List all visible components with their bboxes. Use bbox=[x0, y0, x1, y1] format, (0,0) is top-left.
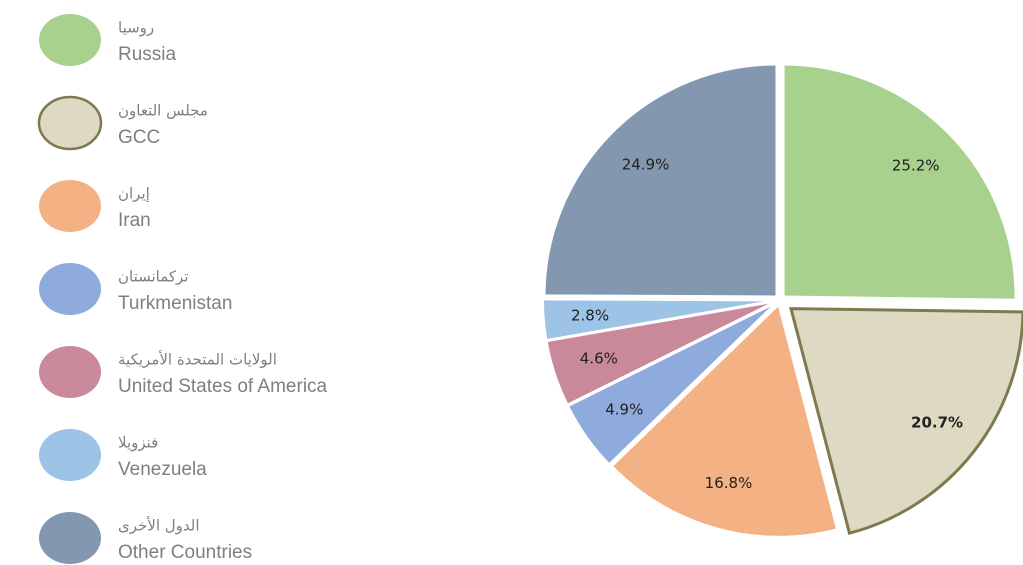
data-label: 2.8% bbox=[571, 306, 609, 324]
legend-label: Russia bbox=[118, 44, 177, 65]
legend-label-ar: تركمانستان bbox=[118, 268, 189, 286]
pie-slice bbox=[542, 298, 776, 342]
legend-label: Turkmenistan bbox=[118, 293, 232, 314]
legend-label: United States of America bbox=[118, 376, 328, 397]
data-label: 20.7% bbox=[911, 414, 963, 432]
data-label: 16.8% bbox=[705, 474, 753, 492]
legend-swatch bbox=[39, 14, 101, 66]
data-label: 4.6% bbox=[580, 350, 618, 368]
pie-slice bbox=[610, 302, 839, 538]
legend-label: Venezuela bbox=[118, 459, 207, 480]
data-label: 25.2% bbox=[892, 157, 940, 175]
pie-slice bbox=[789, 307, 1023, 535]
legend-label-ar: مجلس التعاون bbox=[118, 102, 208, 120]
legend-swatch bbox=[39, 512, 101, 564]
data-label: 24.9% bbox=[622, 155, 670, 173]
legend-swatch bbox=[37, 95, 103, 151]
legend-label-ar: إيران bbox=[118, 185, 150, 203]
legend-label: Other Countries bbox=[118, 542, 252, 563]
pie-slice bbox=[782, 63, 1017, 301]
legend-swatch bbox=[39, 263, 101, 315]
legend-label-ar: فنزويلا bbox=[118, 434, 158, 452]
legend-swatch bbox=[39, 346, 101, 398]
legend-label: Iran bbox=[118, 210, 151, 231]
legend-label-ar: الولايات المتحدة الأمريكية bbox=[118, 350, 277, 369]
legend-label-ar: روسيا bbox=[118, 19, 154, 37]
data-label: 4.9% bbox=[605, 400, 643, 418]
legend-label-ar: الدول الأخرى bbox=[118, 516, 200, 535]
pie-slice bbox=[543, 63, 778, 298]
legend-swatch bbox=[39, 429, 101, 481]
pie-slice bbox=[545, 300, 776, 407]
legend-label: GCC bbox=[118, 127, 160, 148]
legend-swatch bbox=[39, 180, 101, 232]
pie-slice bbox=[566, 301, 777, 466]
